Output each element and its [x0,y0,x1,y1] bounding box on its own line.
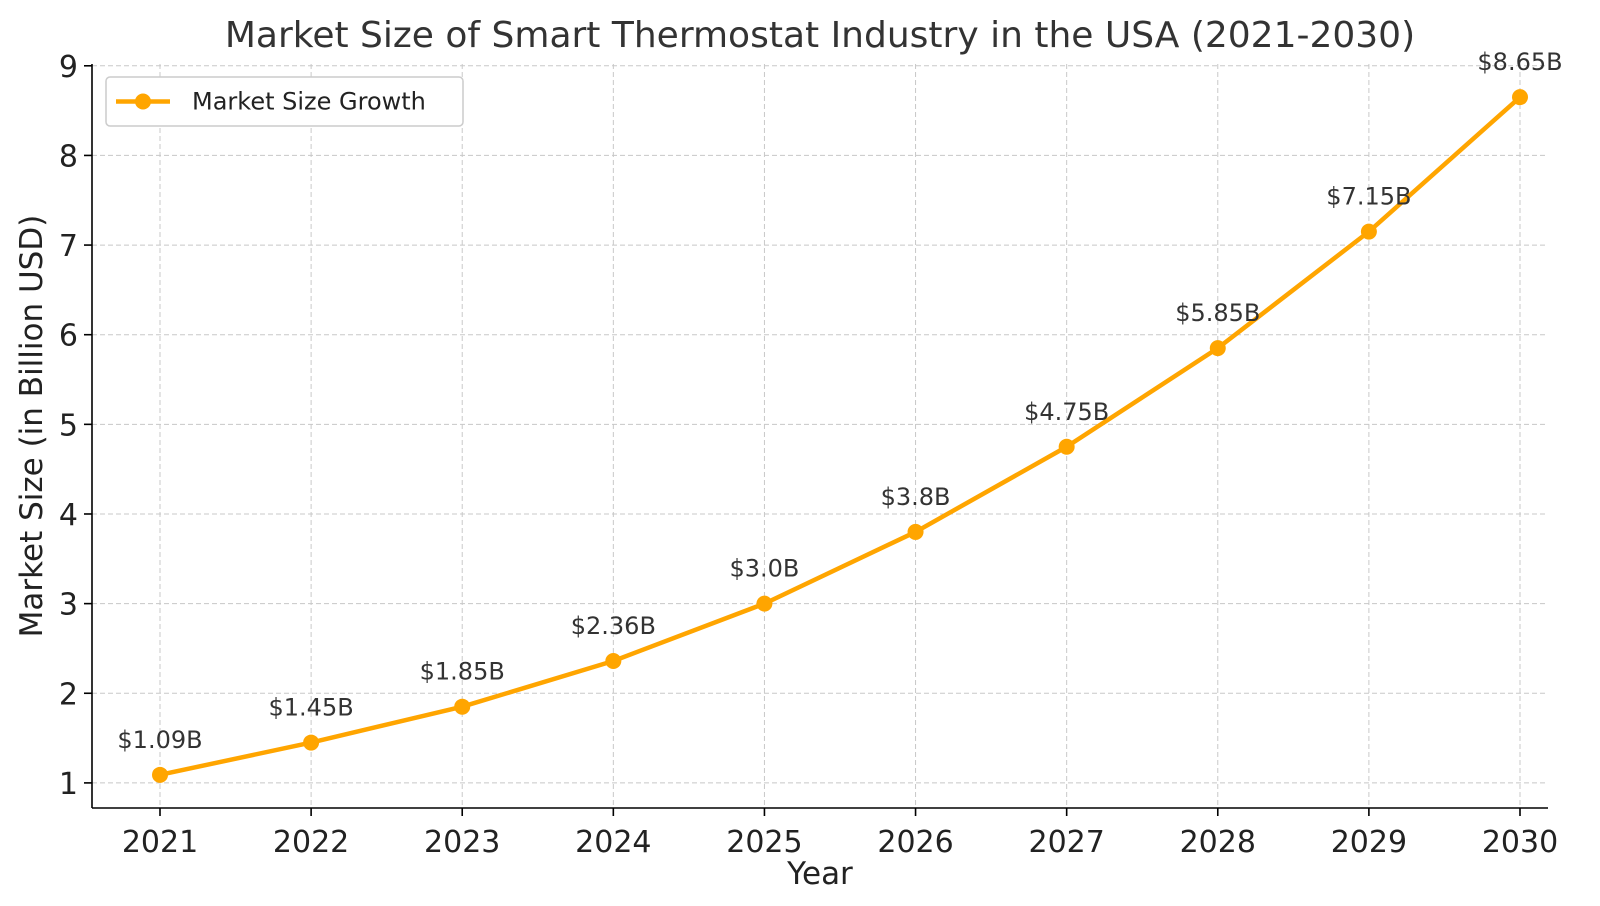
y-tick-label: 2 [59,677,78,712]
data-point-marker [1360,223,1377,240]
data-point-marker [1512,89,1528,106]
y-tick-label: 8 [59,139,78,174]
y-tick-label: 1 [59,767,78,802]
data-label: $1.45B [269,694,354,722]
data-point-marker [454,698,471,715]
y-tick-label: 9 [59,50,78,85]
data-label: $1.85B [420,658,505,686]
data-label: $5.85B [1175,299,1260,327]
data-point-marker [1209,340,1226,357]
series-layer [152,89,1528,783]
data-label: $8.65B [1477,48,1562,76]
data-point-marker [907,523,924,540]
legend: Market Size Growth [105,76,464,127]
x-tick-label: 2029 [1331,825,1407,860]
data-label: $3.0B [729,555,799,583]
data-labels-layer: $1.09B $1.45B $1.85B $2.36B $3.0B $3.8B $4.75B… [117,48,1562,754]
x-tick-label: 2022 [273,825,349,860]
legend-label: Market Size Growth [192,88,426,116]
data-point-marker [1058,438,1075,455]
data-label: $2.36B [571,612,656,640]
y-tick-label: 6 [59,319,78,354]
axes-layer: 1 2 3 4 5 6 7 8 9 2021 2022 2023 2024 2025 2026 2027 202… [59,50,1558,860]
y-tick-label: 3 [59,588,78,623]
data-point-marker [605,652,622,669]
x-tick-label: 2030 [1482,825,1558,860]
x-axis-title: Year [786,856,853,892]
data-label: $7.15B [1326,183,1411,211]
data-point-marker [152,766,168,783]
series-line [157,94,1523,778]
x-tick-label: 2024 [575,825,651,860]
x-tick-label: 2028 [1180,825,1256,860]
data-label: $3.8B [881,483,951,511]
data-point-marker [303,734,320,751]
x-tick-label: 2026 [877,825,953,860]
x-tick-label: 2023 [424,825,500,860]
y-tick-label: 4 [59,498,78,533]
y-axis-title: Market Size (in Billion USD) [14,215,50,638]
legend-marker-swatch [135,93,151,110]
chart-title: Market Size of Smart Thermostat Industry… [225,15,1415,56]
data-point-marker [756,595,773,612]
data-label: $1.09B [117,726,202,754]
legend-box [105,76,464,127]
x-tick-label: 2025 [726,825,802,860]
x-tick-label: 2027 [1028,825,1104,860]
y-tick-label: 7 [59,229,78,264]
y-tick-label: 5 [59,408,78,443]
grid-layer [92,64,1548,808]
data-label: $4.75B [1024,398,1109,426]
x-tick-label: 2021 [122,825,198,860]
